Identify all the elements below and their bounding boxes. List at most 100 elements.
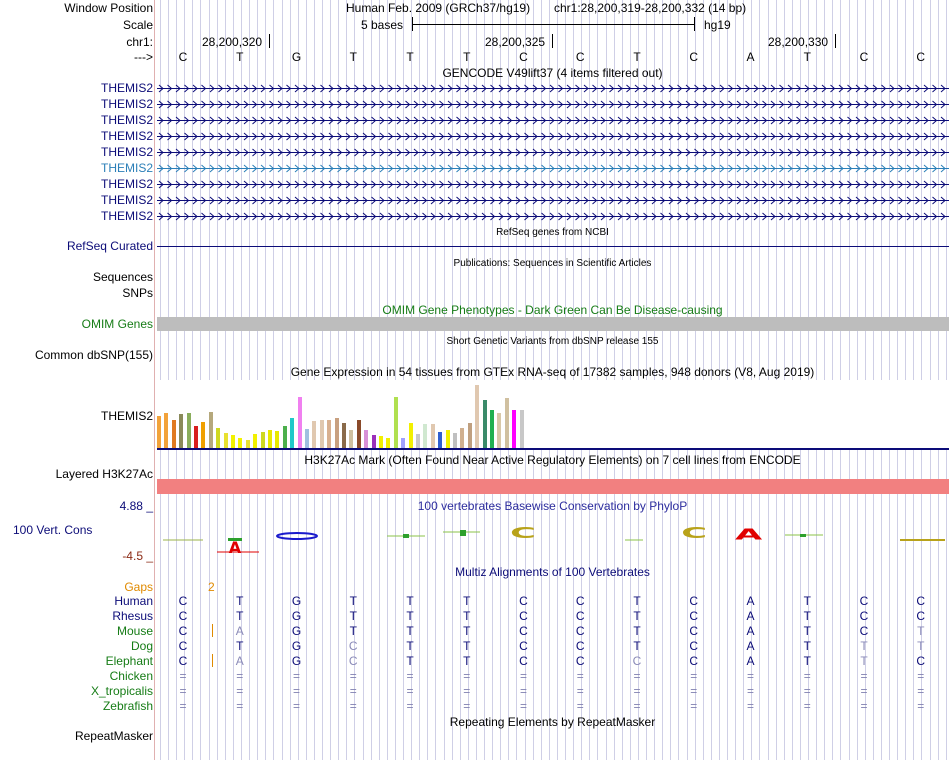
gencode-label-9[interactable]: THEMIS2 — [100, 209, 153, 223]
gtex-tissue-bar[interactable] — [371, 435, 376, 448]
gencode-transcript-9[interactable] — [157, 212, 949, 221]
phylop-logo[interactable]: A C C A — [155, 508, 950, 563]
gtex-tissue-bar[interactable] — [327, 420, 332, 448]
gencode-label-5[interactable]: THEMIS2 — [100, 145, 153, 159]
gtex-tissue-bar[interactable] — [342, 423, 346, 448]
gtex-tissue-bar[interactable] — [194, 426, 198, 448]
window-position-range[interactable]: chr1:28,200,319-28,200,332 (14 bp) — [554, 1, 747, 15]
gtex-tissue-bar[interactable] — [319, 420, 324, 448]
gtex-tissue-bar[interactable] — [497, 413, 502, 448]
gtex-tissue-bar[interactable] — [282, 426, 287, 448]
label-separator — [154, 0, 155, 760]
gtex-tissue-bar[interactable] — [186, 413, 191, 448]
gencode-transcript-4[interactable] — [157, 132, 949, 141]
multiz-base: = — [292, 699, 300, 713]
gtex-tissue-bar[interactable] — [386, 438, 391, 448]
multiz-species-zebrafish[interactable]: Zebrafish — [102, 699, 153, 713]
gtex-tissue-bar[interactable] — [208, 412, 213, 448]
gtex-tissue-bar[interactable] — [393, 397, 398, 448]
gencode-label-4[interactable]: THEMIS2 — [100, 129, 153, 143]
gencode-transcript-2[interactable] — [157, 100, 949, 109]
gtex-tissue-bar[interactable] — [482, 400, 487, 448]
gencode-transcript-6[interactable] — [157, 164, 949, 173]
multiz-species-mouse[interactable]: Mouse — [116, 624, 153, 638]
multiz-base: C — [916, 654, 926, 668]
multiz-base: = — [519, 684, 527, 698]
gtex-tissue-bar[interactable] — [245, 440, 250, 448]
gtex-tissue-bar[interactable] — [379, 436, 383, 448]
publications-label-sequences[interactable]: Sequences — [92, 270, 153, 284]
gencode-transcript-7[interactable] — [157, 180, 949, 189]
gtex-tissue-bar[interactable] — [297, 397, 302, 448]
gtex-tissue-bar[interactable] — [416, 434, 420, 448]
h3k27-label[interactable]: Layered H3K27Ac — [55, 467, 153, 481]
gencode-label-7[interactable]: THEMIS2 — [100, 177, 153, 191]
tick-label-3: 28,200,330 — [768, 35, 829, 49]
gtex-tissue-bar[interactable] — [504, 398, 509, 448]
gtex-tissue-bar[interactable] — [179, 414, 184, 448]
dbsnp-label[interactable]: Common dbSNP(155) — [34, 348, 153, 362]
gencode-transcript-8[interactable] — [157, 196, 949, 205]
gencode-label-3[interactable]: THEMIS2 — [100, 113, 153, 127]
gtex-tissue-bar[interactable] — [490, 410, 494, 448]
multiz-base: T — [860, 639, 868, 653]
gtex-tissue-bar[interactable] — [223, 433, 228, 448]
gtex-tissue-bar[interactable] — [401, 438, 406, 448]
repeatmasker-label[interactable]: RepeatMasker — [74, 729, 153, 743]
gencode-transcript-3[interactable] — [157, 116, 949, 125]
gencode-label-1[interactable]: THEMIS2 — [100, 81, 153, 95]
multiz-base: = — [690, 699, 698, 713]
publications-label-snps[interactable]: SNPs — [122, 286, 153, 300]
gtex-tissue-bar[interactable] — [430, 424, 435, 448]
phylop-label[interactable]: 100 Vert. Cons — [13, 523, 93, 537]
multiz-base: T — [633, 624, 641, 638]
multiz-base: = — [803, 684, 811, 698]
multiz-species-rhesus[interactable]: Rhesus — [112, 609, 153, 623]
gtex-tissue-bar[interactable] — [253, 434, 258, 448]
gtex-tissue-bar[interactable] — [364, 430, 369, 448]
gtex-tissue-bar[interactable] — [408, 423, 413, 448]
gtex-label[interactable]: THEMIS2 — [100, 409, 153, 423]
gtex-tissue-bar[interactable] — [334, 418, 339, 448]
gencode-label-6[interactable]: THEMIS2 — [100, 161, 153, 175]
gtex-tissue-bar[interactable] — [290, 418, 295, 448]
gtex-tissue-bar[interactable] — [275, 431, 280, 448]
base-14: C — [916, 50, 926, 64]
gtex-tissue-bar[interactable] — [438, 432, 443, 448]
gtex-tissue-bar[interactable] — [460, 428, 465, 448]
gtex-tissue-bar[interactable] — [216, 428, 221, 448]
gtex-tissue-bar[interactable] — [268, 430, 272, 448]
gencode-label-2[interactable]: THEMIS2 — [100, 97, 153, 111]
gtex-tissue-bar[interactable] — [171, 420, 176, 448]
gtex-tissue-bar[interactable] — [231, 435, 235, 448]
gtex-tissue-bar[interactable] — [467, 423, 472, 448]
multiz-species-chicken[interactable]: Chicken — [109, 669, 153, 683]
gtex-tissue-bar[interactable] — [260, 432, 265, 448]
multiz-species-human[interactable]: Human — [114, 594, 153, 608]
gencode-label-8[interactable]: THEMIS2 — [100, 193, 153, 207]
gtex-tissue-bar[interactable] — [238, 438, 243, 448]
gtex-tissue-bar[interactable] — [512, 410, 517, 448]
gtex-tissue-bar[interactable] — [453, 433, 457, 448]
gencode-transcript-5[interactable] — [157, 148, 949, 157]
omim-label[interactable]: OMIM Genes — [81, 317, 153, 331]
gtex-tissue-bar[interactable] — [157, 416, 161, 448]
multiz-species-elephant[interactable]: Elephant — [105, 654, 153, 668]
gtex-tissue-bar[interactable] — [349, 430, 354, 448]
refseq-feature[interactable] — [157, 246, 949, 247]
gtex-tissue-bar[interactable] — [519, 410, 524, 448]
gtex-tissue-bar[interactable] — [164, 413, 169, 448]
multiz-species-x_tropicalis[interactable]: X_tropicalis — [90, 684, 153, 698]
h3k27-signal[interactable] — [157, 479, 949, 494]
gtex-tissue-bar[interactable] — [305, 429, 309, 448]
gtex-tissue-bar[interactable] — [445, 430, 450, 448]
refseq-label[interactable]: RefSeq Curated — [66, 239, 153, 253]
gtex-tissue-bar[interactable] — [356, 420, 361, 448]
multiz-species-dog[interactable]: Dog — [130, 639, 153, 653]
gencode-transcript-1[interactable] — [157, 84, 949, 93]
omim-feature[interactable] — [157, 317, 949, 331]
gtex-tissue-bar[interactable] — [312, 421, 317, 448]
gtex-tissue-bar[interactable] — [201, 422, 206, 448]
gtex-tissue-bar[interactable] — [475, 385, 480, 448]
gtex-tissue-bar[interactable] — [423, 424, 428, 448]
